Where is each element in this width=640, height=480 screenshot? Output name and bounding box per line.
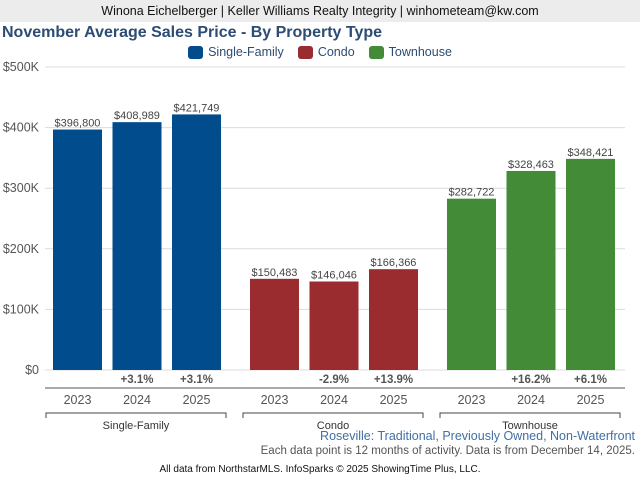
change-label: +3.1% (180, 374, 213, 386)
legend-swatch-townhouse (368, 45, 384, 59)
data-label: $348,421 (568, 147, 614, 159)
y-tick-label: $200K (3, 242, 40, 256)
legend-swatch-condo (297, 45, 313, 59)
bar-townhouse-2023 (447, 198, 496, 370)
legend-item-condo[interactable]: Condo (297, 45, 355, 59)
group-bracket (242, 412, 424, 418)
x-tick-label: 2024 (123, 393, 151, 407)
agent-header: Winona Eichelberger | Keller Williams Re… (0, 0, 640, 22)
change-label: -2.9% (319, 374, 349, 386)
change-label: +16.2% (511, 374, 550, 386)
data-label: $282,722 (449, 187, 495, 199)
legend-label: Single-Family (208, 45, 284, 59)
x-tick-label: 2024 (517, 393, 545, 407)
data-note: Each data point is 12 months of activity… (260, 445, 635, 457)
bar-condo-2025 (369, 269, 418, 370)
change-label: +13.9% (374, 374, 413, 386)
legend-item-townhouse[interactable]: Townhouse (368, 45, 452, 59)
data-label: $166,366 (371, 257, 417, 269)
x-tick-label: 2025 (183, 393, 211, 407)
legend-label: Condo (317, 45, 355, 59)
group-bracket (439, 412, 621, 418)
footer-credit: All data from NorthstarMLS. InfoSparks ©… (159, 464, 481, 475)
data-label: $396,800 (55, 118, 101, 130)
group-bracket (45, 412, 227, 418)
change-label: +6.1% (574, 374, 607, 386)
x-tick-label: 2023 (458, 393, 486, 407)
data-label: $328,463 (508, 159, 554, 171)
bar-townhouse-2024 (506, 170, 556, 370)
group-label: Townhouse (502, 420, 558, 432)
bar-condo-2024 (309, 281, 359, 370)
bar-condo-2023 (250, 278, 299, 370)
group-label: Condo (317, 420, 349, 432)
legend-label: Townhouse (388, 45, 452, 59)
x-tick-label: 2023 (64, 393, 92, 407)
data-label: $421,749 (174, 102, 220, 114)
change-label: +3.1% (121, 374, 154, 386)
bar-chart: $0 $100K $200K $300K $400K $500K $396,800 2023 $… (3, 60, 625, 432)
x-tick-label: 2023 (261, 393, 289, 407)
bar-townhouse-2025 (566, 158, 615, 370)
x-tick-label: 2025 (577, 393, 605, 407)
y-tick-label: $400K (3, 121, 40, 135)
y-tick-label: $100K (3, 302, 40, 316)
data-label: $408,989 (114, 110, 160, 122)
legend-swatch-single-family (188, 45, 204, 59)
bar-single-family-2024 (112, 122, 162, 370)
y-tick-label: $0 (25, 363, 39, 377)
chart-title: November Average Sales Price - By Proper… (2, 24, 383, 41)
legend-item-single-family[interactable]: Single-Family (188, 45, 284, 59)
x-tick-label: 2025 (380, 393, 408, 407)
legend: Single-Family Condo Townhouse (0, 45, 640, 59)
data-label: $150,483 (252, 267, 298, 279)
bar-single-family-2023 (53, 129, 102, 370)
x-tick-label: 2024 (320, 393, 348, 407)
y-tick-label: $300K (3, 181, 40, 195)
data-label: $146,046 (311, 269, 357, 281)
group-label: Single-Family (103, 420, 170, 432)
bar-single-family-2025 (172, 114, 221, 370)
chart-subtitle: Roseville: Traditional, Previously Owned… (320, 429, 635, 443)
y-tick-label: $500K (3, 60, 40, 74)
